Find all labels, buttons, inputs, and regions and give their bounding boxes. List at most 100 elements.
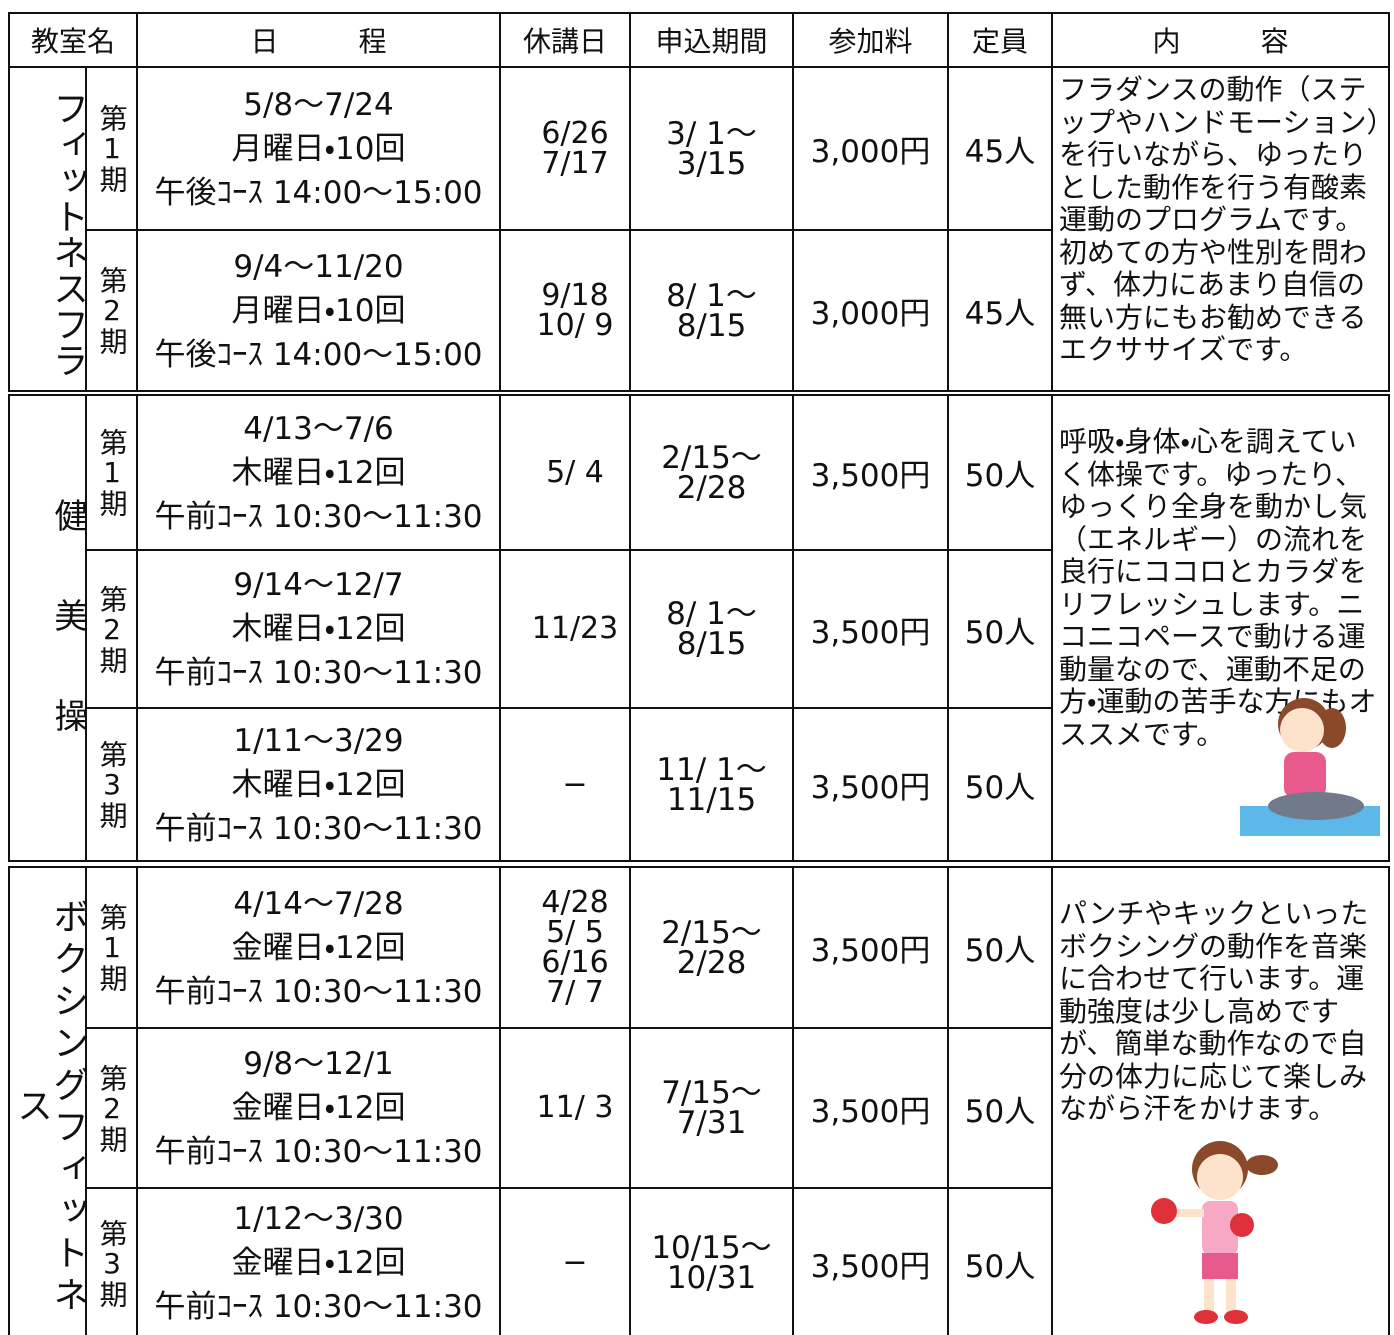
period: 第3期 bbox=[85, 707, 138, 862]
schedule-line: 木曜日・12回 bbox=[231, 454, 406, 491]
fee: 3,500円 bbox=[792, 394, 949, 551]
face bbox=[1197, 1154, 1243, 1200]
application-period: 7/15〜 7/31 bbox=[629, 1027, 794, 1189]
schedule-line: 月曜日・10回 bbox=[231, 292, 406, 329]
holiday: − bbox=[562, 766, 588, 802]
capacity: 50人 bbox=[947, 1187, 1053, 1335]
schedule: 9/4〜11/20 月曜日・10回 午後ｺｰｽ 14:00〜15:00 bbox=[136, 229, 501, 392]
application-line: 3/15 bbox=[676, 145, 747, 182]
header-cell: 内容 bbox=[1051, 12, 1390, 68]
application-line: 2/15〜 bbox=[661, 439, 762, 476]
application-period: 11/ 1〜 11/15 bbox=[629, 707, 794, 862]
schedule-line: 金曜日・12回 bbox=[231, 1245, 406, 1281]
schedule-line: 5/8〜7/24 bbox=[243, 86, 394, 123]
glove bbox=[1230, 1213, 1254, 1237]
holiday: 11/ 3 bbox=[536, 1090, 614, 1125]
schedule-line: 午後ｺｰｽ 14:00〜15:00 bbox=[154, 174, 483, 211]
description: フラダンスの動作（ステップやハンドモーション）を行いながら、ゆったりとした動作を… bbox=[1051, 66, 1390, 392]
description: パンチやキックといったボクシングの動作を音楽に合わせて行います。運動強度は少し高… bbox=[1051, 866, 1390, 1335]
face bbox=[1280, 708, 1324, 752]
shirt bbox=[1202, 1201, 1238, 1255]
capacity: 50人 bbox=[947, 1027, 1053, 1189]
schedule-line: 木曜日・12回 bbox=[231, 611, 406, 647]
period: 第3期 bbox=[85, 1187, 138, 1335]
application-period: 10/15〜 10/31 bbox=[629, 1187, 794, 1335]
schedule: 5/8〜7/24 月曜日・10回午後ｺｰｽ 14:00〜15:00 bbox=[136, 66, 501, 231]
shorts bbox=[1202, 1253, 1238, 1279]
holiday: 7/17 bbox=[541, 145, 609, 181]
shoe bbox=[1224, 1310, 1248, 1324]
schedule-line: 1/11〜3/29 bbox=[233, 722, 404, 759]
header-cell: 参加料 bbox=[792, 12, 949, 68]
schedule-line: 金曜日・12回 bbox=[231, 1090, 406, 1126]
schedule: 4/14〜7/28 金曜日・12回午前ｺｰｽ 10:30〜11:30 bbox=[136, 866, 501, 1029]
schedule-line: 4/14〜7/28 bbox=[233, 885, 404, 922]
schedule-line: 9/4〜11/20 bbox=[233, 248, 404, 285]
application-line: 2/28 bbox=[676, 944, 747, 981]
application-line: 8/ 1〜 bbox=[666, 277, 757, 314]
holidays: 9/18 10/ 9 bbox=[499, 229, 631, 392]
header-cell: 定員 bbox=[947, 12, 1053, 68]
capacity: 45人 bbox=[947, 66, 1053, 231]
schedule-line: 月曜日・10回 bbox=[231, 130, 406, 167]
application-line: 7/31 bbox=[676, 1105, 747, 1141]
holiday: 9/18 bbox=[541, 277, 609, 313]
holiday: 6/16 bbox=[541, 944, 609, 980]
holiday: 4/28 bbox=[541, 884, 609, 920]
application-line: 8/15 bbox=[676, 626, 747, 662]
schedule-line: 午前ｺｰｽ 10:30〜11:30 bbox=[154, 1289, 483, 1325]
schedule-line: 金曜日・12回 bbox=[231, 929, 406, 966]
application-line: 10/15〜 bbox=[651, 1230, 772, 1266]
period: 第1期 bbox=[85, 866, 138, 1029]
application-period: 3/ 1〜 3/15 bbox=[629, 66, 794, 231]
application-line: 8/ 1〜 bbox=[666, 596, 757, 632]
application-line: 3/ 1〜 bbox=[666, 115, 757, 152]
holidays: 11/ 3 bbox=[499, 1027, 631, 1189]
application-line: 8/15 bbox=[676, 307, 747, 344]
illustration-boxing-girl bbox=[1151, 1141, 1278, 1324]
fee: 3,500円 bbox=[792, 549, 949, 709]
application-line: 11/15 bbox=[666, 781, 757, 818]
capacity: 50人 bbox=[947, 866, 1053, 1029]
schedule-line: 木曜日・12回 bbox=[231, 766, 406, 803]
schedule-line: 午前ｺｰｽ 10:30〜11:30 bbox=[154, 1134, 483, 1170]
schedule: 1/12〜3/30 金曜日・12回午前ｺｰｽ 10:30〜11:30 bbox=[136, 1187, 501, 1335]
holidays: 4/28 5/ 5 6/16 7/ 7 bbox=[499, 866, 631, 1029]
schedule: 1/11〜3/29 木曜日・12回 午前ｺｰｽ 10:30〜11:30 bbox=[136, 707, 501, 862]
period: 第1期 bbox=[85, 66, 138, 231]
class-name: 健美操 bbox=[8, 394, 87, 862]
header-cell: 日程 bbox=[136, 12, 501, 68]
application-line: 11/ 1〜 bbox=[656, 751, 767, 788]
period: 第2期 bbox=[85, 1027, 138, 1189]
schedule: 9/14〜12/7 木曜日・12回 午前ｺｰｽ 10:30〜11:30 bbox=[136, 549, 501, 709]
legs bbox=[1268, 792, 1364, 820]
holiday: 5/ 5 bbox=[546, 914, 604, 950]
fee: 3,500円 bbox=[792, 1187, 949, 1335]
application-period: 2/15〜 2/28 bbox=[629, 866, 794, 1029]
schedule-line: 午前ｺｰｽ 10:30〜11:30 bbox=[154, 655, 483, 691]
glove bbox=[1151, 1198, 1177, 1224]
application-period: 2/15〜 2/28 bbox=[629, 394, 794, 551]
fee: 3,000円 bbox=[792, 229, 949, 392]
holiday: − bbox=[562, 1245, 588, 1280]
capacity: 50人 bbox=[947, 394, 1053, 551]
holiday: 10/ 9 bbox=[536, 307, 614, 343]
schedule: 4/13〜7/6 木曜日・12回 午前ｺｰｽ 10:30〜11:30 bbox=[136, 394, 501, 551]
schedule-line: 午前ｺｰｽ 10:30〜11:30 bbox=[154, 973, 483, 1010]
header-cell: 申込期間 bbox=[629, 12, 794, 68]
class-name: フィットネスフラ bbox=[8, 66, 87, 392]
description: 呼吸・身体・心を調えていく体操です。ゆったり、ゆっくり全身を動かし気（エネルギー… bbox=[1051, 394, 1390, 862]
holidays: 5/ 4 bbox=[499, 394, 631, 551]
fee: 3,500円 bbox=[792, 866, 949, 1029]
application-line: 10/31 bbox=[666, 1260, 757, 1296]
schedule-line: 1/12〜3/30 bbox=[233, 1201, 404, 1237]
arm bbox=[1170, 1209, 1204, 1217]
capacity: 50人 bbox=[947, 549, 1053, 709]
leg bbox=[1226, 1279, 1236, 1315]
schedule-line: 9/8〜12/1 bbox=[243, 1046, 394, 1082]
leg bbox=[1204, 1279, 1214, 1315]
application-line: 2/15〜 bbox=[661, 914, 762, 951]
shirt bbox=[1284, 752, 1326, 798]
period: 第2期 bbox=[85, 549, 138, 709]
